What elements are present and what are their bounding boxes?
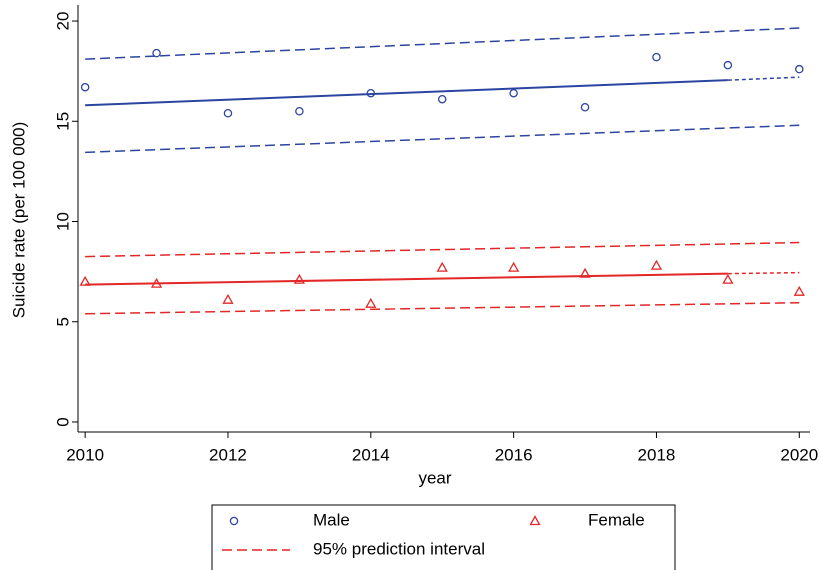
fit-line (727, 76, 800, 81)
fit-line (727, 271, 800, 275)
data-point (437, 94, 447, 104)
y-axis-title: Suicide rate (per 100 000) (9, 122, 28, 319)
y-tick-label: 0 (53, 417, 72, 426)
data-point (580, 102, 590, 112)
legend-label: 95% prediction interval (313, 539, 485, 558)
fit-line (85, 79, 728, 107)
data-point (222, 293, 234, 304)
x-tick-label: 2016 (495, 445, 533, 464)
x-tick-label: 2010 (66, 445, 104, 464)
x-tick-label: 2018 (638, 445, 676, 464)
data-point (793, 285, 805, 296)
data-point (650, 259, 663, 270)
legend-box (211, 504, 676, 570)
x-tick-label: 2014 (352, 445, 390, 464)
data-point (795, 64, 804, 74)
x-tick-label: 2020 (780, 445, 818, 464)
y-tick-label: 10 (53, 212, 72, 231)
fit-line (85, 272, 728, 286)
data-point (295, 106, 304, 116)
data-point (579, 267, 591, 278)
data-point (80, 82, 90, 92)
data-point (508, 261, 520, 272)
legend-label: Female (588, 510, 645, 529)
data-point (223, 109, 233, 118)
data-point (723, 60, 733, 70)
data-point (152, 48, 161, 58)
data-point (293, 273, 305, 284)
data-point (365, 297, 377, 308)
data-point (79, 275, 91, 286)
data-point (652, 52, 661, 62)
legend-marker (229, 516, 239, 526)
y-tick-label: 20 (53, 12, 72, 31)
data-point (722, 273, 734, 284)
data-point (509, 88, 518, 98)
y-tick-label: 5 (53, 317, 72, 326)
legend-marker (529, 515, 541, 526)
y-tick-label: 15 (53, 112, 72, 131)
data-point (436, 261, 448, 272)
legend-label: Male (313, 510, 350, 529)
x-tick-label: 2012 (209, 445, 247, 464)
x-axis-title: year (418, 468, 451, 487)
